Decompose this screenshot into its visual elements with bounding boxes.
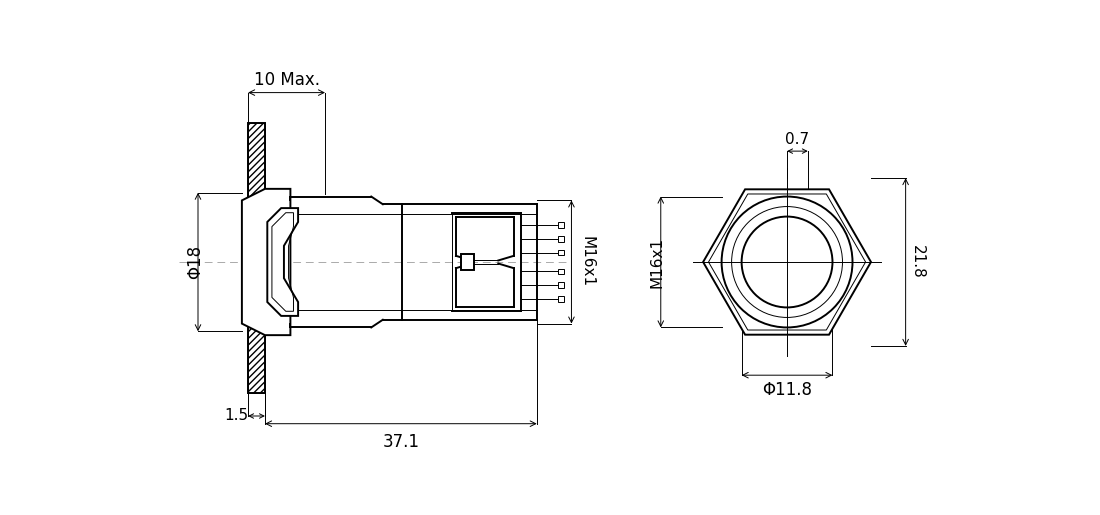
Polygon shape [267, 208, 298, 316]
Text: 37.1: 37.1 [383, 433, 419, 451]
Bar [558, 282, 563, 288]
Text: Φ18: Φ18 [186, 245, 204, 279]
Bar [558, 296, 563, 302]
Text: Φ11.8: Φ11.8 [762, 381, 812, 399]
Bar [558, 222, 563, 228]
Text: 1.5: 1.5 [224, 408, 249, 423]
Text: 10 Max.: 10 Max. [253, 71, 319, 89]
Text: M16x1: M16x1 [579, 236, 594, 287]
Bar [558, 236, 563, 242]
Polygon shape [242, 189, 290, 335]
Text: M16x1: M16x1 [649, 236, 664, 287]
Text: 0.7: 0.7 [785, 132, 810, 147]
Bar [558, 250, 563, 255]
Text: 21.8: 21.8 [910, 245, 924, 279]
Bar [558, 268, 563, 274]
Polygon shape [248, 124, 265, 393]
Polygon shape [703, 190, 871, 335]
Bar [461, 253, 474, 270]
